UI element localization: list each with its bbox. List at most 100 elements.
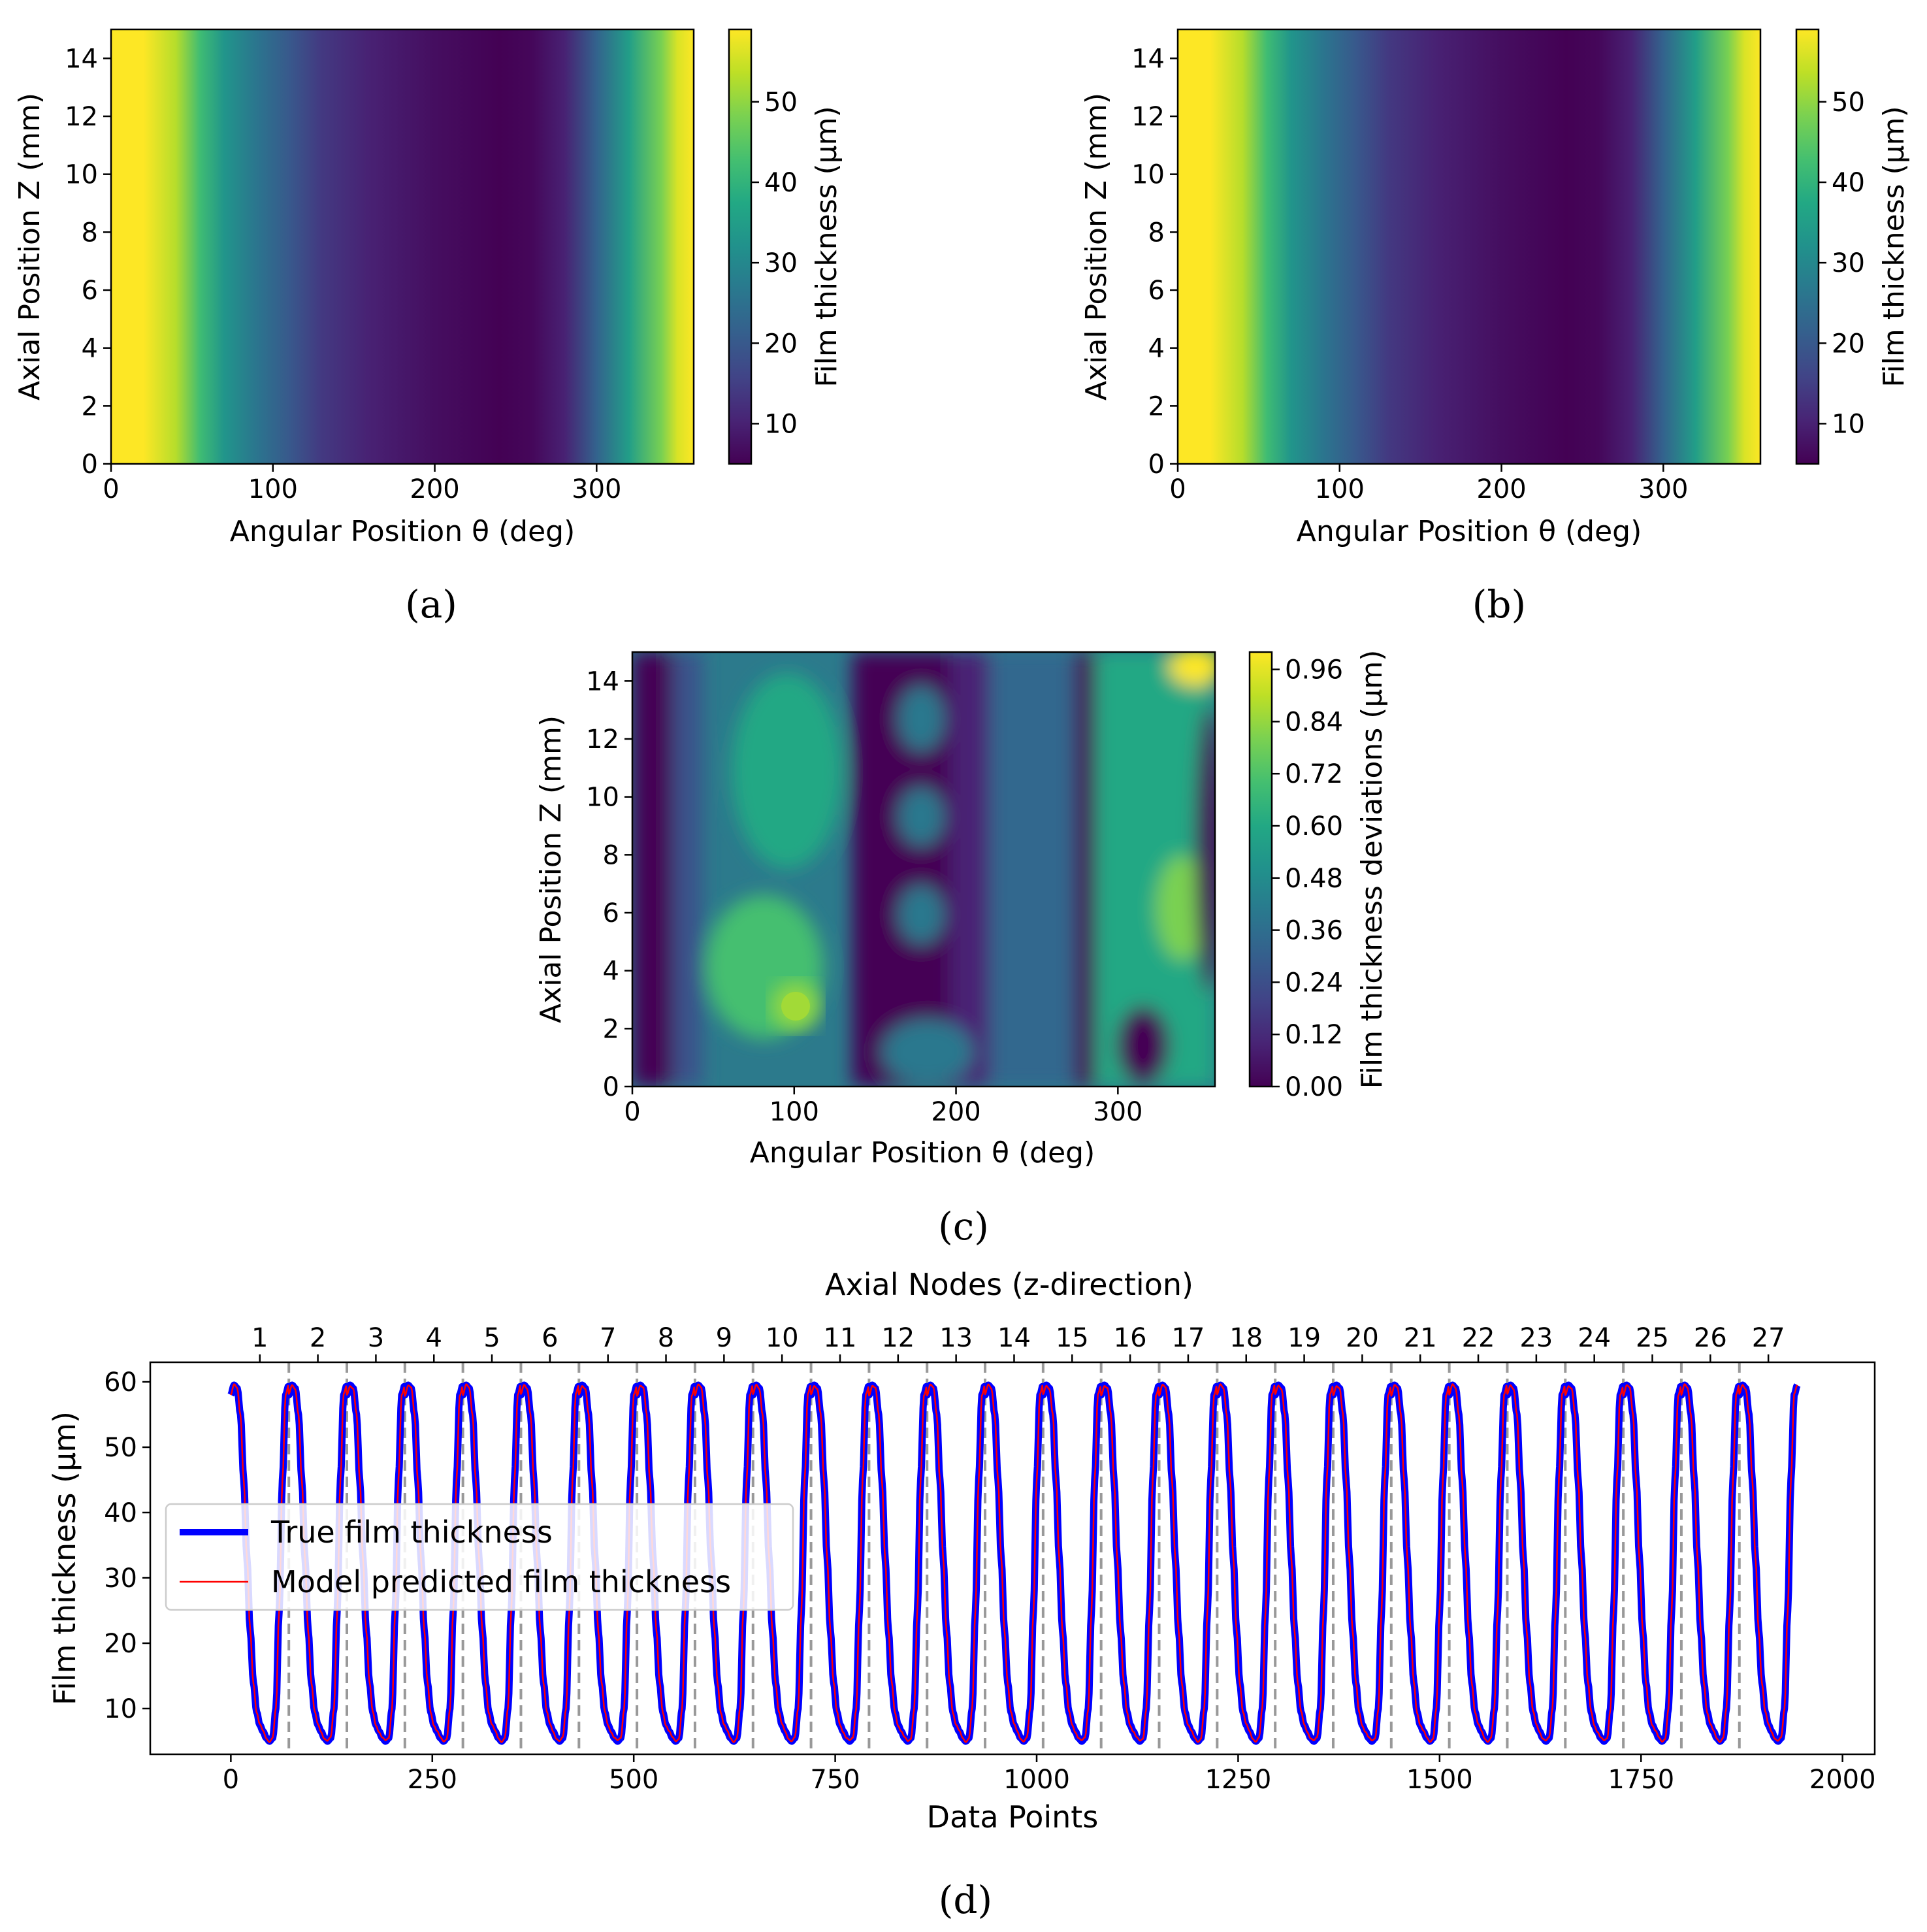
panel-a-colorbar — [728, 28, 753, 465]
panel-d-toptick-label-2: 3 — [368, 1323, 384, 1353]
panel-c-spot-7 — [1169, 652, 1215, 686]
panel-c-band-left — [632, 652, 673, 1087]
panel-b-frame — [1176, 28, 1762, 465]
panel-b-xlabel: Angular Position θ (deg) — [1297, 515, 1642, 548]
panel-c-ytick-label-7: 14 — [586, 666, 619, 696]
panel-d-plot-area — [227, 1381, 1801, 1745]
panel-d-ytick-label-3: 40 — [104, 1498, 137, 1528]
panel-b-xtick-label-2: 200 — [1476, 474, 1526, 504]
panel-c-xtick-label-2: 200 — [931, 1097, 980, 1127]
panel-c-region-upper — [732, 673, 843, 869]
panel-d-ytick-label-0: 10 — [104, 1694, 137, 1724]
panel-a-colorbar-label: Film thickness (μm) — [810, 106, 843, 387]
panel-d-toptick-label-9: 10 — [766, 1323, 799, 1353]
panel-d-toptick-label-14: 15 — [1056, 1323, 1089, 1353]
panel-a-ytick-label-6: 12 — [65, 102, 98, 132]
panel-c-ytick-label-3: 6 — [603, 898, 619, 928]
panel-b-ytick-label-4: 8 — [1148, 218, 1165, 248]
panel-d-toptick-label-23: 24 — [1578, 1323, 1611, 1353]
panel-a-heatmap — [111, 29, 694, 464]
panel-c-cbtick-label-6: 0.72 — [1285, 759, 1343, 789]
panel-c: 0 100 200 300 0 2 4 6 8 10 12 14 Angular Position … — [534, 650, 1389, 1249]
panel-d-xtick-label-5: 1250 — [1205, 1765, 1272, 1795]
panel-a-colorbar-ticks: 10 20 30 40 50 — [751, 88, 798, 439]
panel-a-cbtick-label-1: 20 — [764, 329, 798, 359]
panel-c-caption: (c) — [938, 1204, 989, 1249]
panel-c-xtick-label-1: 100 — [769, 1097, 819, 1127]
panel-d-toptick-label-7: 8 — [658, 1323, 674, 1353]
panel-c-cbtick-label-0: 0.00 — [1285, 1072, 1343, 1102]
panel-d-toptick-label-16: 17 — [1171, 1323, 1205, 1353]
panel-d-ylabel: Film thickness (μm) — [47, 1411, 82, 1705]
panel-c-y-ticks: 0 2 4 6 8 10 12 14 — [586, 666, 632, 1102]
panel-a: 0 100 200 300 0 2 4 6 8 10 12 14 Angular Position … — [13, 28, 843, 627]
panel-a-frame — [110, 28, 695, 465]
panel-d-toptick-label-19: 20 — [1346, 1323, 1379, 1353]
panel-a-ytick-label-2: 4 — [82, 334, 98, 364]
panel-d-xtick-label-0: 0 — [223, 1765, 239, 1795]
panel-d-xtick-label-1: 250 — [408, 1765, 457, 1795]
panel-c-band-edge — [1195, 706, 1215, 993]
panel-c-ytick-label-4: 8 — [603, 840, 619, 870]
panel-d-toptick-label-22: 23 — [1519, 1323, 1553, 1353]
panel-c-xtick-label-3: 300 — [1093, 1097, 1142, 1127]
panel-a-ytick-label-5: 10 — [65, 160, 98, 190]
panel-d-ytick-label-5: 60 — [104, 1367, 137, 1398]
panel-c-colorbar — [1248, 651, 1273, 1088]
panel-a-cbtick-label-2: 30 — [764, 248, 798, 278]
panel-a-xtick-label-2: 200 — [410, 474, 459, 504]
panel-b-cbtick-label-4: 50 — [1832, 88, 1865, 118]
panel-a-xtick-label-3: 300 — [572, 474, 621, 504]
panel-c-spot-1 — [898, 686, 944, 751]
panel-d-ytick-label-4: 50 — [104, 1433, 137, 1463]
panel-d-toptick-label-21: 22 — [1462, 1323, 1495, 1353]
panel-c-spot-6 — [1156, 856, 1208, 960]
panel-a-ylabel: Axial Position Z (mm) — [13, 93, 46, 401]
panel-b-cbtick-label-1: 20 — [1832, 329, 1865, 359]
panel-a-y-ticks: 0 2 4 6 8 10 12 14 — [65, 44, 111, 480]
panel-d-toptick-label-13: 14 — [997, 1323, 1031, 1353]
panel-b-cbtick-label-2: 30 — [1832, 248, 1865, 278]
panel-d-xtick-label-7: 1750 — [1608, 1765, 1674, 1795]
panel-c-band-mid-2 — [950, 652, 990, 1087]
panel-d-toptick-label-3: 4 — [426, 1323, 442, 1353]
panel-a-xlabel: Angular Position θ (deg) — [230, 515, 575, 548]
panel-b-xtick-label-1: 100 — [1315, 474, 1365, 504]
panel-b-y-ticks: 0 2 4 6 8 10 12 14 — [1131, 44, 1178, 480]
panel-b-ytick-label-3: 6 — [1148, 276, 1165, 306]
panel-c-heatmap — [632, 652, 1215, 1087]
panel-d-toptick-label-4: 5 — [483, 1323, 500, 1353]
panel-c-cbtick-label-3: 0.36 — [1285, 916, 1343, 946]
panel-a-x-ticks: 0 100 200 300 — [103, 464, 622, 504]
panel-c-x-ticks: 0 100 200 300 — [624, 1087, 1143, 1127]
panel-d-xtick-label-2: 500 — [609, 1765, 658, 1795]
panel-c-cbtick-label-8: 0.96 — [1285, 655, 1343, 685]
panel-b-ytick-label-2: 4 — [1148, 334, 1165, 364]
panel-c-colorbar-label: Film thickness deviations (μm) — [1355, 650, 1389, 1089]
panel-b-colorbar — [1795, 28, 1820, 465]
panel-c-cbtick-label-7: 0.84 — [1285, 707, 1343, 737]
panel-d-toptick-label-20: 21 — [1404, 1323, 1437, 1353]
panel-b-ytick-label-1: 2 — [1148, 391, 1165, 421]
panel-b-ylabel: Axial Position Z (mm) — [1080, 93, 1113, 401]
panel-c-cbtick-label-5: 0.60 — [1285, 811, 1343, 842]
panel-a-cbtick-label-3: 40 — [764, 168, 798, 198]
panel-c-frame — [631, 651, 1216, 1088]
panel-d-toptick-label-8: 9 — [716, 1323, 732, 1353]
panel-d-xlabel: Data Points — [927, 1799, 1099, 1835]
panel-c-band-right — [990, 652, 1075, 1087]
panel-d-y-ticks: 10 20 30 40 50 60 — [104, 1367, 150, 1724]
legend-label-predicted: Model predicted film thickness — [271, 1564, 731, 1599]
panel-b-caption: (b) — [1472, 582, 1526, 627]
panel-d-top-ticks: 1 2 3 4 5 6 7 8 9 10 11 12 13 14 15 16 17 18 19 20 21 22 23 24 2… — [251, 1323, 1785, 1362]
panel-d-toptick-label-10: 11 — [824, 1323, 857, 1353]
panel-d-x-ticks: 0 250 500 750 1000 1250 1500 1750 2000 — [223, 1754, 1876, 1795]
panel-d-xtick-label-8: 2000 — [1809, 1765, 1876, 1795]
panel-d-toptick-label-1: 2 — [310, 1323, 326, 1353]
panel-b-colorbar-label: Film thickness (μm) — [1877, 106, 1911, 387]
panel-b-ytick-label-6: 12 — [1131, 102, 1165, 132]
panel-d-toptick-label-24: 25 — [1636, 1323, 1669, 1353]
panel-b-colorbar-ticks: 10 20 30 40 50 — [1819, 88, 1865, 439]
panel-d-ytick-label-1: 20 — [104, 1629, 137, 1659]
panel-a-ytick-label-0: 0 — [82, 450, 98, 480]
